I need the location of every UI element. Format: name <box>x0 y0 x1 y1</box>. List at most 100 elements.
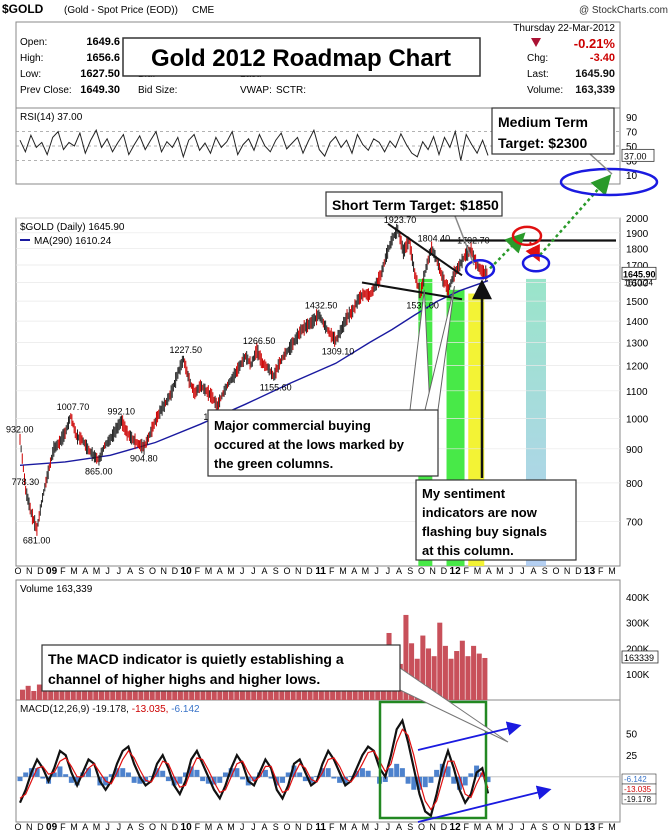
x-axis-label: M <box>205 566 213 576</box>
channel-arrow-upper <box>417 721 522 751</box>
price-point-label: 1923.70 <box>384 215 417 225</box>
quote-right-value: 1645.90 <box>575 68 615 80</box>
x-axis-label: S <box>407 566 413 576</box>
macd-histogram-bar <box>217 776 223 783</box>
ma-line <box>19 280 489 466</box>
x-axis-label: D <box>575 822 582 832</box>
quote-right-label: Volume: <box>527 85 563 96</box>
macd-histogram-bar <box>285 772 291 777</box>
rsi-tick-label: 50 <box>626 142 638 153</box>
volume-bar <box>403 614 409 700</box>
x-axis-label: F <box>60 822 66 832</box>
rsi-line <box>19 128 489 161</box>
macd-histogram-bar <box>51 772 57 777</box>
volume-bar <box>87 684 93 700</box>
macd-histogram-bar <box>17 776 23 782</box>
macd-histogram-bar <box>337 776 343 783</box>
x-axis-label: J <box>105 566 110 576</box>
macd-histogram-bar <box>120 768 126 777</box>
x-axis-label: D <box>575 566 582 576</box>
quote-mid-label: VWAP: <box>240 85 272 96</box>
x-axis-label: A <box>262 566 268 576</box>
macd-histogram-bar <box>165 776 171 782</box>
x-axis-label: M <box>93 566 101 576</box>
volume-bar <box>442 645 448 700</box>
x-axis-label: A <box>396 566 402 576</box>
x-axis-label: M <box>362 822 370 832</box>
volume-bar <box>200 684 206 700</box>
price-tick-label: 1300 <box>626 339 649 350</box>
macd-histogram-bar <box>451 776 457 784</box>
current-price-ellipse <box>464 259 496 280</box>
x-axis-label: O <box>149 822 156 832</box>
sentiment-line1: My sentiment <box>422 486 506 501</box>
x-axis-label: 11 <box>315 566 326 577</box>
x-axis-label: A <box>82 566 88 576</box>
volume-bar <box>31 690 37 700</box>
volume-bar <box>279 684 285 700</box>
sentiment-box <box>415 479 577 561</box>
x-axis-label: 10 <box>181 566 193 577</box>
volume-bar <box>76 685 82 700</box>
quote-value: 1649.6 <box>86 36 120 48</box>
x-axis-label: O <box>283 566 290 576</box>
x-axis-label: M <box>474 822 482 832</box>
ma-legend-label: MA(290) 1610.24 <box>34 236 112 247</box>
x-axis-label: J <box>520 566 525 576</box>
x-axis-label: S <box>138 822 144 832</box>
price-point-label: 992.10 <box>107 407 135 417</box>
x-axis-label: F <box>464 822 470 832</box>
macd-tick-label: 50 <box>626 730 638 741</box>
macd-histogram-bar <box>462 776 468 786</box>
macd-histogram-bar <box>434 769 440 777</box>
macd-histogram-bar <box>234 768 240 777</box>
macd-histogram-bar <box>405 776 411 784</box>
macd-value-label: -6.142 <box>624 775 647 784</box>
x-axis-label: F <box>598 566 604 576</box>
price-tick-label: 1500 <box>626 297 649 308</box>
macd-histogram-bar <box>108 774 114 777</box>
macd-histogram-bar <box>468 773 474 777</box>
x-axis-label: O <box>14 566 21 576</box>
x-axis-label: O <box>14 822 21 832</box>
macd-title-part: -13.035, <box>132 704 171 715</box>
macd-histogram-bar <box>68 776 74 783</box>
commercial-line3: the green columns. <box>214 456 333 471</box>
quote-date: Thursday 22-Mar-2012 <box>513 23 615 34</box>
x-axis-label: M <box>362 566 370 576</box>
x-axis-label: N <box>564 566 571 576</box>
sentiment-line4: at this column. <box>422 543 514 558</box>
price-tick-label: 900 <box>626 445 643 456</box>
x-axis-label: J <box>386 566 391 576</box>
x-axis-label: J <box>509 822 514 832</box>
volume-tick-label: 300K <box>626 619 650 630</box>
x-axis-label: M <box>474 566 482 576</box>
macd-histogram-bar <box>456 776 462 790</box>
price-title: $GOLD (Daily) 1645.90 <box>20 222 125 233</box>
macd-histogram-bar <box>177 776 183 784</box>
last-price-label: 1645.90 <box>623 269 656 279</box>
x-axis-label: N <box>295 822 302 832</box>
price-point-label: 1309.10 <box>322 346 355 356</box>
x-axis-label: M <box>608 566 616 576</box>
x-axis-label: J <box>240 566 245 576</box>
x-axis-label: D <box>441 566 448 576</box>
macd-histogram-bar <box>485 776 491 783</box>
macd-signal-line <box>19 728 489 811</box>
macd-histogram-bar <box>57 766 63 777</box>
sentiment-line3: flashing buy signals <box>422 524 547 539</box>
channel-arrow-lower <box>417 785 552 823</box>
x-axis-label: J <box>374 566 379 576</box>
x-axis-label: F <box>598 822 604 832</box>
price-point-label: 1266.50 <box>243 336 276 346</box>
x-axis-label: F <box>195 822 201 832</box>
medium-target-line2: Target: $2300 <box>498 135 587 151</box>
macd-histogram-bar <box>382 776 388 782</box>
x-axis-label: J <box>520 822 525 832</box>
x-axis-label: O <box>552 566 559 576</box>
rsi-value-label: 37.00 <box>624 151 647 161</box>
medium-target-box <box>491 107 615 155</box>
x-axis-label: O <box>552 822 559 832</box>
x-axis-label: J <box>374 822 379 832</box>
